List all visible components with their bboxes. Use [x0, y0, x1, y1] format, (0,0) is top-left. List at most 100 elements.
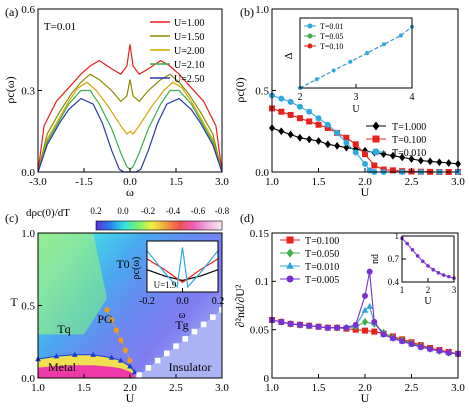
- panel-b-ytick-label: 1.0: [255, 4, 269, 16]
- inset-series-marker: [314, 77, 319, 82]
- panel-d-ytick-label: 0.05: [250, 325, 270, 337]
- boundary-marker-T0: [122, 347, 128, 354]
- boundary-marker-T0: [118, 337, 124, 343]
- inset-legend-label: T=0.10: [320, 42, 343, 51]
- legend-label: T=0.100: [305, 236, 339, 247]
- inset-series-line: [146, 247, 219, 289]
- inset-legend-marker: [307, 43, 313, 49]
- boundary-marker-Tg: [145, 365, 152, 371]
- series-marker-T=0.100: [362, 327, 368, 334]
- series-marker-T=0.005: [362, 292, 368, 299]
- legend-label: U=2.10: [174, 60, 204, 71]
- series-marker-T=0.005: [324, 324, 331, 331]
- series-marker-T=1.000: [436, 158, 443, 167]
- series-marker-T=0.010: [361, 306, 369, 313]
- inset-series-marker: [447, 274, 451, 279]
- boundary-marker-Tg: [136, 372, 142, 378]
- panel-a-xtick-label: 1.5: [169, 176, 183, 188]
- x-axis-label: ω: [126, 185, 134, 199]
- inset-legend-marker: [307, 23, 313, 29]
- region-label: PG: [97, 312, 113, 326]
- inset-series-marker: [421, 259, 425, 264]
- series-marker-T=0.005: [389, 335, 396, 342]
- series-marker-T=1.000: [334, 142, 341, 150]
- colorbar-tick-label: -0.6: [191, 206, 206, 216]
- series-marker-T=1.000: [408, 155, 415, 163]
- panel-a-ytick-label: 0.6: [21, 4, 35, 16]
- series-marker-T=1.000: [380, 150, 387, 158]
- temperature-annotation: T=0.01: [44, 21, 76, 33]
- inset-series-marker: [436, 271, 441, 275]
- panel-a-xtick-label: 0.0: [123, 176, 137, 188]
- series-marker-T=0.100: [352, 141, 359, 148]
- series-marker-T=0.100: [315, 121, 322, 128]
- inset-y-axis-label: ρc(ω): [131, 257, 142, 280]
- series-marker-T=0.005: [352, 321, 359, 328]
- y-axis-label: T: [10, 295, 18, 309]
- legend-label: U=2.50: [174, 74, 204, 85]
- colorbar-tick-label: -0.4: [166, 206, 181, 216]
- legend-label: U=1.00: [174, 18, 204, 29]
- inset-c-xtick-label: -0.2: [139, 296, 155, 307]
- legend-label: T=0.010: [305, 262, 339, 273]
- boundary-marker-Tq: [71, 351, 78, 357]
- panel-b-xtick-label: 1.5: [312, 176, 326, 188]
- panel-a-xtick-label: -3.0: [29, 176, 47, 188]
- series-marker-T=0.005: [399, 338, 406, 345]
- inset-b-xtick-label: 2: [298, 92, 303, 103]
- inset-series-marker: [365, 51, 370, 55]
- panel-a-xtick-label: -1.5: [75, 176, 93, 188]
- inset-x-axis-label: U: [352, 104, 360, 115]
- boundary-line-Tq: [37, 354, 135, 373]
- inset-series-marker: [382, 42, 386, 47]
- colorbar-tick-label: 0.0: [117, 206, 129, 216]
- series-marker-T=0.010: [315, 115, 322, 122]
- boundary-marker-Tg: [191, 328, 198, 335]
- colorbar-tick-label: -0.8: [215, 206, 230, 216]
- series-marker-T=0.010: [287, 98, 294, 105]
- series-marker-T=1.000: [389, 151, 396, 160]
- panel-label: (a): [5, 5, 18, 19]
- inset-annotation: U=1.9: [154, 280, 177, 290]
- series-marker-T=1.000: [427, 157, 434, 166]
- series-marker-T=0.100: [371, 162, 378, 169]
- panel-c-xtick-label: 3.0: [215, 382, 229, 394]
- panel-c-xtick-label: 2.0: [123, 382, 137, 394]
- legend-label: U=1.50: [174, 32, 204, 43]
- boundary-marker-Tq: [53, 353, 60, 359]
- series-marker-T=0.100: [324, 124, 331, 131]
- inset-series-marker: [331, 68, 336, 73]
- series-marker-T=1.000: [417, 156, 424, 165]
- panel-d-xtick-label: 1.5: [312, 382, 326, 394]
- legend-label: T=0.005: [305, 275, 339, 286]
- boundary-marker-T0: [109, 317, 115, 323]
- legend-marker-T=0.100: [286, 236, 294, 244]
- series-marker-T=1.000: [315, 137, 322, 145]
- series-marker-T=0.005: [408, 341, 415, 348]
- panel-b-xtick-label: 2.5: [405, 176, 419, 188]
- series-marker-T=0.100: [362, 151, 368, 158]
- inset-series-marker: [431, 267, 436, 272]
- legend-label: T=0.100: [392, 135, 426, 146]
- boundary-marker-Tg: [210, 314, 216, 320]
- panel-b-ytick-label: 0.0: [255, 167, 269, 179]
- panel-c-ytick-label: 1.0: [21, 228, 35, 240]
- panel-c-ytick-label: 0.5: [21, 300, 35, 312]
- series-marker-T=0.100: [278, 108, 285, 115]
- panel-c-xtick-label: 1.5: [77, 382, 91, 394]
- panel-d-xtick-label: 3.0: [451, 382, 465, 394]
- panel-b-ytick-label: 0.5: [255, 85, 269, 97]
- boundary-marker-T0: [104, 307, 110, 313]
- series-marker-T=0.005: [343, 324, 350, 331]
- boundary-marker-Tg: [154, 357, 161, 364]
- boundary-marker-Tg: [182, 336, 188, 342]
- region-label: Tg: [175, 318, 188, 332]
- legend-marker-T=0.010: [286, 261, 294, 269]
- colorbar-tick-label: 0.2: [90, 206, 101, 216]
- colorbar-label: dρc(0)/dT: [26, 207, 70, 219]
- inset-d-frame: [401, 235, 455, 283]
- region-label: Tq: [57, 322, 70, 336]
- inset-series-line: [146, 269, 219, 282]
- inset-series-marker: [398, 33, 403, 38]
